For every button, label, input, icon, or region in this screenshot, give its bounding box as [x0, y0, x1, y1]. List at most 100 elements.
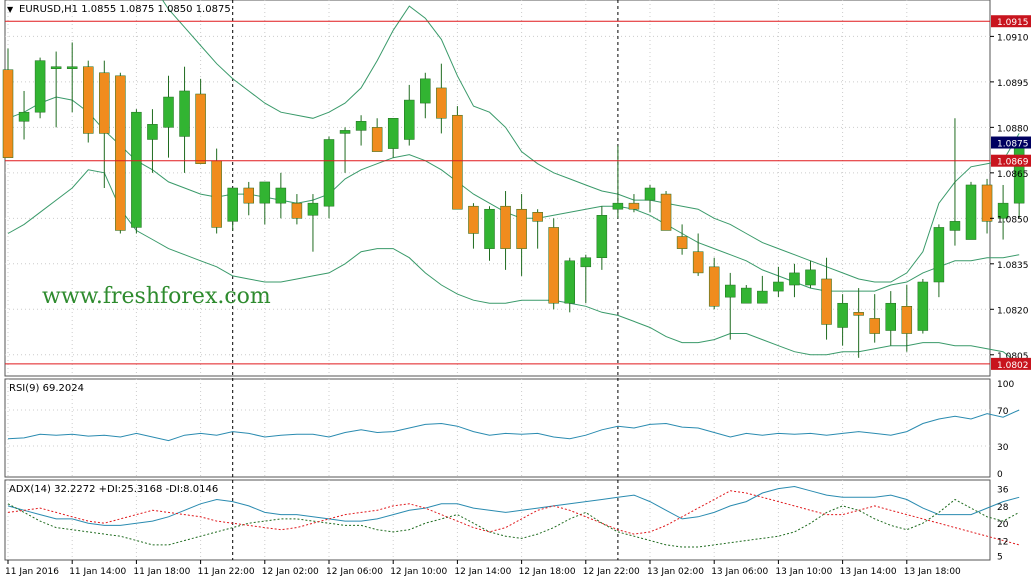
adx-indicator	[7, 485, 1020, 548]
horizontal-levels[interactable]	[5, 20, 990, 365]
adx-tick-label: 5	[997, 553, 1003, 563]
price-tag-box	[991, 15, 1031, 28]
bollinger-bands	[7, 0, 1020, 365]
time-tick-label: 11 Jan 2016	[5, 567, 59, 577]
time-tick-label: 12 Jan 02:00	[262, 567, 319, 577]
chart-title: EURUSD,H1 1.0855 1.0875 1.0850 1.0875	[19, 4, 231, 15]
candles[interactable]	[2, 42, 1025, 358]
adx-tick-label: 28	[997, 503, 1009, 513]
price-tick-label: 1.0835	[997, 261, 1029, 271]
adx-tick-label: 20	[997, 520, 1009, 530]
price-tag-label: 1.0802	[997, 361, 1029, 371]
time-tick-label: 13 Jan 02:00	[647, 567, 704, 577]
candle-body	[741, 287, 752, 304]
candle-body	[323, 139, 335, 207]
time-tick-label: 12 Jan 14:00	[454, 567, 511, 577]
adx-tick-label: 36	[997, 486, 1009, 496]
price-axis[interactable]: 1.0910 1.0895 1.0880 1.0865 1.0850 1.0835 1.08…	[990, 15, 1031, 371]
rsi-line	[7, 409, 1020, 442]
watermark: www.freshforex.com	[42, 284, 271, 309]
collapse-arrow-icon[interactable]: ▼	[7, 5, 14, 14]
candle-body	[628, 202, 640, 210]
candle-body	[612, 202, 624, 210]
price-tag-label: 1.0915	[997, 18, 1029, 28]
candle-body	[516, 208, 527, 249]
time-tick-label: 11 Jan 18:00	[133, 567, 190, 577]
candle-body	[869, 318, 880, 334]
adx-panel-frame[interactable]	[4, 479, 991, 561]
upper-band-line	[161, 0, 1020, 283]
candle-body	[179, 90, 190, 137]
candle-body	[789, 272, 800, 286]
candle-body	[725, 284, 736, 298]
price-tag-box	[991, 136, 1031, 149]
rsi-axis: 100 70 30 0	[997, 380, 1014, 480]
candle-body	[484, 208, 495, 249]
rsi-tick-label: 0	[997, 470, 1003, 480]
lower-band-line	[7, 169, 1020, 365]
adx-tick-label: 12	[997, 538, 1008, 548]
price-tick-label: 1.0895	[997, 79, 1029, 89]
candle-body	[211, 160, 222, 228]
candle-body	[660, 193, 672, 231]
candle-body	[18, 111, 30, 122]
candle-body	[885, 302, 896, 331]
candle-body	[468, 205, 479, 234]
candle-body	[131, 111, 142, 228]
candle-body	[965, 184, 977, 240]
candle-body	[644, 187, 656, 201]
candle-body	[371, 127, 383, 152]
candle-body	[83, 66, 94, 134]
price-tick-label: 1.0850	[997, 215, 1029, 225]
time-tick-label: 12 Jan 10:00	[390, 567, 447, 577]
rsi-tick-label: 30	[997, 443, 1009, 453]
candle-body	[692, 251, 704, 274]
candle-body	[676, 236, 688, 249]
time-tick-label: 12 Jan 22:00	[583, 567, 640, 577]
candle-body	[420, 78, 431, 104]
middle-band-line	[7, 96, 1020, 292]
minus-di-line	[7, 490, 1020, 546]
price-tick-label: 1.0865	[997, 170, 1029, 180]
candle-body	[387, 118, 399, 149]
candle-body	[66, 66, 78, 69]
adx-title: ADX(14) 32.2272 +DI:25.3168 -DI:8.0146	[9, 484, 218, 495]
candle-body	[773, 281, 784, 292]
candle-body	[163, 96, 174, 128]
candle-body	[805, 269, 816, 286]
candle-body	[981, 184, 993, 222]
rsi-title: RSI(9) 69.2024	[9, 383, 84, 394]
candle-body	[901, 306, 913, 334]
price-tag-label: 1.0875	[997, 140, 1029, 150]
adx-axis: 36 28 20 12 5	[997, 486, 1009, 563]
rsi-indicator	[5, 409, 1020, 447]
time-axis[interactable]: 11 Jan 2016 11 Jan 14:00 11 Jan 18:00 11 Ja…	[5, 560, 961, 577]
candle-body	[949, 221, 961, 231]
candle-body	[580, 257, 592, 268]
price-tick-label: 1.0880	[997, 124, 1029, 134]
price-tag-box	[991, 154, 1031, 167]
candle-body	[34, 60, 46, 113]
time-tick-label: 12 Jan 06:00	[326, 567, 383, 577]
candle-body	[147, 124, 158, 140]
time-tick-label: 13 Jan 14:00	[840, 567, 897, 577]
price-tag-box	[991, 357, 1031, 370]
candle-body	[404, 99, 415, 140]
candle-body	[821, 278, 832, 325]
candle-body	[339, 130, 351, 134]
candle-body	[243, 187, 254, 204]
candle-body	[227, 187, 238, 222]
candle-body	[596, 215, 608, 258]
candle-body	[564, 260, 575, 304]
candle-body	[548, 227, 559, 304]
price-tick-label: 1.0910	[997, 33, 1029, 43]
candle-body	[259, 181, 271, 204]
rsi-panel-frame[interactable]	[4, 378, 991, 478]
price-tick-label: 1.0820	[997, 306, 1029, 316]
candle-body	[195, 93, 206, 164]
candle-body	[933, 227, 945, 283]
candle-body	[917, 281, 929, 331]
candle-body	[436, 87, 447, 119]
candle-body	[997, 202, 1009, 219]
